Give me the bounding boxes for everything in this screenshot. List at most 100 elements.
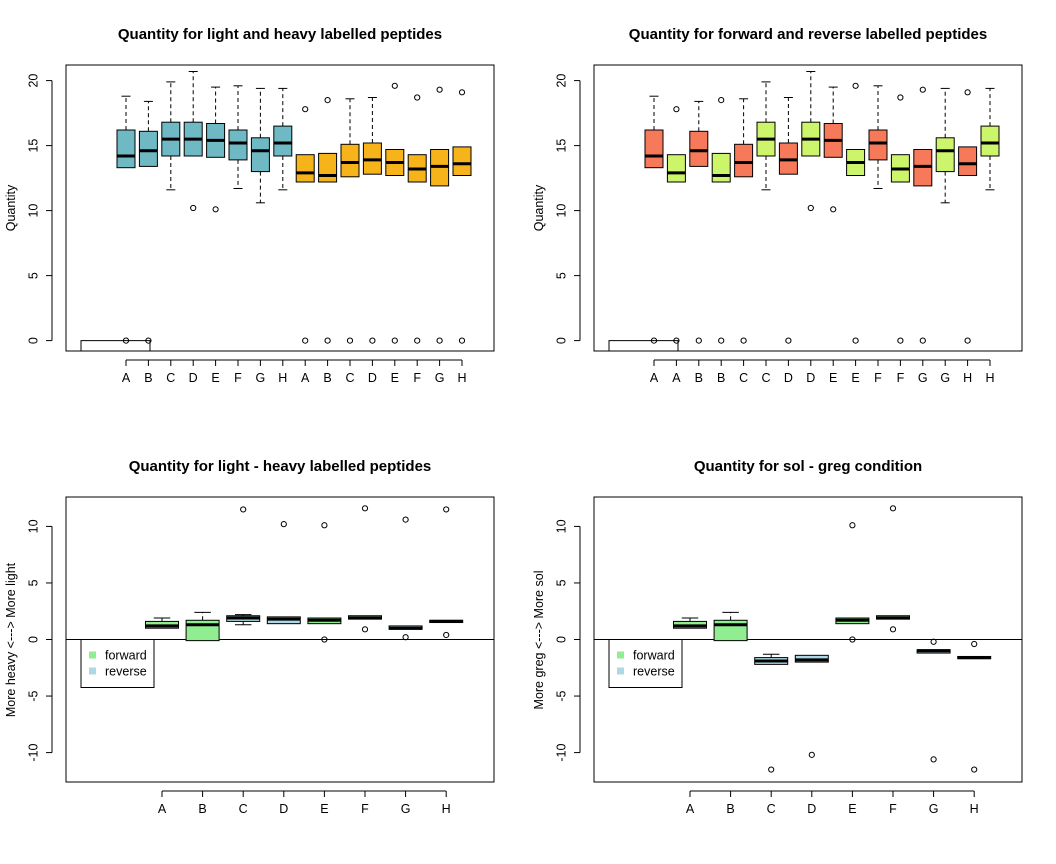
- outlier-point: [740, 337, 747, 344]
- x-tick-label: A: [301, 371, 310, 385]
- outlier-point: [190, 204, 197, 212]
- plot-frame: [65, 64, 495, 352]
- y-axis-label: Quantity: [4, 184, 18, 231]
- x-tick-label: B: [323, 371, 331, 385]
- outlier-point: [695, 337, 702, 344]
- y-tick-label: 5: [26, 272, 40, 279]
- legend-swatch: [617, 651, 624, 659]
- box: [935, 137, 955, 173]
- box: [250, 137, 270, 173]
- x-tick-label: G: [918, 371, 928, 385]
- outlier-point: [971, 640, 978, 648]
- legend-box: [80, 639, 155, 688]
- outlier-point: [436, 337, 443, 344]
- outlier-point: [930, 756, 937, 763]
- x-tick-label: H: [442, 802, 451, 816]
- plot-frame: [593, 64, 1023, 352]
- legend-swatch: [89, 667, 96, 675]
- x-tick-label: G: [401, 802, 411, 816]
- outlier-point: [919, 337, 926, 344]
- outlier-point: [919, 86, 926, 93]
- box: [644, 129, 664, 169]
- y-tick-label: -10: [554, 744, 568, 762]
- x-tick-label: F: [874, 371, 882, 385]
- x-tick-label: A: [650, 371, 659, 385]
- box: [452, 146, 472, 176]
- outlier-point: [302, 337, 309, 344]
- outlier-point: [346, 337, 354, 344]
- y-axis-label: More heavy <---> More light: [4, 562, 18, 717]
- outlier-point: [897, 337, 904, 344]
- outlier-point: [414, 337, 421, 344]
- outlier-point: [807, 204, 814, 212]
- y-axis-label: More greg <---> More sol: [532, 571, 546, 710]
- outlier-point: [650, 337, 658, 344]
- outlier-point: [391, 82, 398, 89]
- box: [868, 129, 888, 161]
- x-tick-label: E: [851, 371, 859, 385]
- outlier-point: [369, 337, 376, 344]
- y-tick-label: 10: [26, 204, 40, 218]
- box: [273, 125, 293, 157]
- outlier-point: [458, 337, 466, 344]
- y-tick-label: 0: [26, 636, 40, 643]
- outlier-point: [889, 505, 897, 512]
- panel-light-minus-heavy: Quantity for light - heavy labelled pept…: [4, 458, 495, 816]
- x-tick-label: D: [368, 371, 377, 385]
- outlier-point: [897, 94, 904, 101]
- outlier-point: [964, 89, 971, 96]
- outlier-point: [785, 337, 792, 344]
- x-tick-label: F: [361, 802, 369, 816]
- x-tick-label: C: [345, 371, 354, 385]
- outlier-point: [964, 337, 971, 344]
- y-tick-label: 5: [26, 579, 40, 586]
- x-tick-label: F: [897, 371, 905, 385]
- chart-title: Quantity for light and heavy labelled pe…: [118, 26, 442, 43]
- x-tick-label: B: [144, 371, 152, 385]
- y-tick-label: 0: [554, 636, 568, 643]
- panel-light-heavy: Quantity for light and heavy labelled pe…: [4, 26, 495, 385]
- box: [340, 143, 360, 178]
- outlier-point: [458, 89, 466, 96]
- x-tick-label: H: [278, 371, 287, 385]
- box: [318, 152, 338, 183]
- box: [958, 146, 978, 176]
- outlier-point: [321, 522, 328, 529]
- x-tick-label: H: [963, 371, 972, 385]
- outlier-point: [673, 337, 680, 344]
- y-tick-label: 15: [554, 139, 568, 153]
- x-tick-label: C: [239, 802, 248, 816]
- y-tick-label: -10: [26, 744, 40, 762]
- box: [228, 129, 248, 161]
- x-tick-label: D: [806, 371, 815, 385]
- chart-title: Quantity for forward and reverse labelle…: [629, 26, 987, 43]
- outlier-point: [402, 634, 409, 641]
- x-tick-label: F: [413, 371, 421, 385]
- box: [138, 130, 158, 167]
- legend-label: reverse: [633, 665, 675, 679]
- x-tick-label: H: [985, 371, 994, 385]
- box: [980, 125, 1000, 157]
- x-tick-label: H: [970, 802, 979, 816]
- outlier-point: [930, 638, 937, 645]
- panel-forward-reverse: Quantity for forward and reverse labelle…: [532, 26, 1023, 385]
- box: [689, 130, 709, 167]
- outlier-point: [852, 82, 859, 89]
- outlier-point: [240, 506, 247, 513]
- y-tick-label: 5: [554, 579, 568, 586]
- x-tick-label: E: [320, 802, 328, 816]
- outlier-point: [361, 505, 369, 512]
- x-tick-label: C: [767, 802, 776, 816]
- x-tick-label: D: [784, 371, 793, 385]
- x-tick-label: A: [672, 371, 681, 385]
- x-tick-label: A: [158, 802, 167, 816]
- chart-title: Quantity for light - heavy labelled pept…: [129, 458, 432, 475]
- outlier-point: [830, 206, 837, 213]
- box: [711, 152, 731, 183]
- x-tick-label: A: [122, 371, 131, 385]
- outlier-point: [361, 626, 369, 633]
- outlier-point: [849, 636, 856, 643]
- x-tick-label: G: [435, 371, 445, 385]
- y-tick-label: 10: [26, 519, 40, 533]
